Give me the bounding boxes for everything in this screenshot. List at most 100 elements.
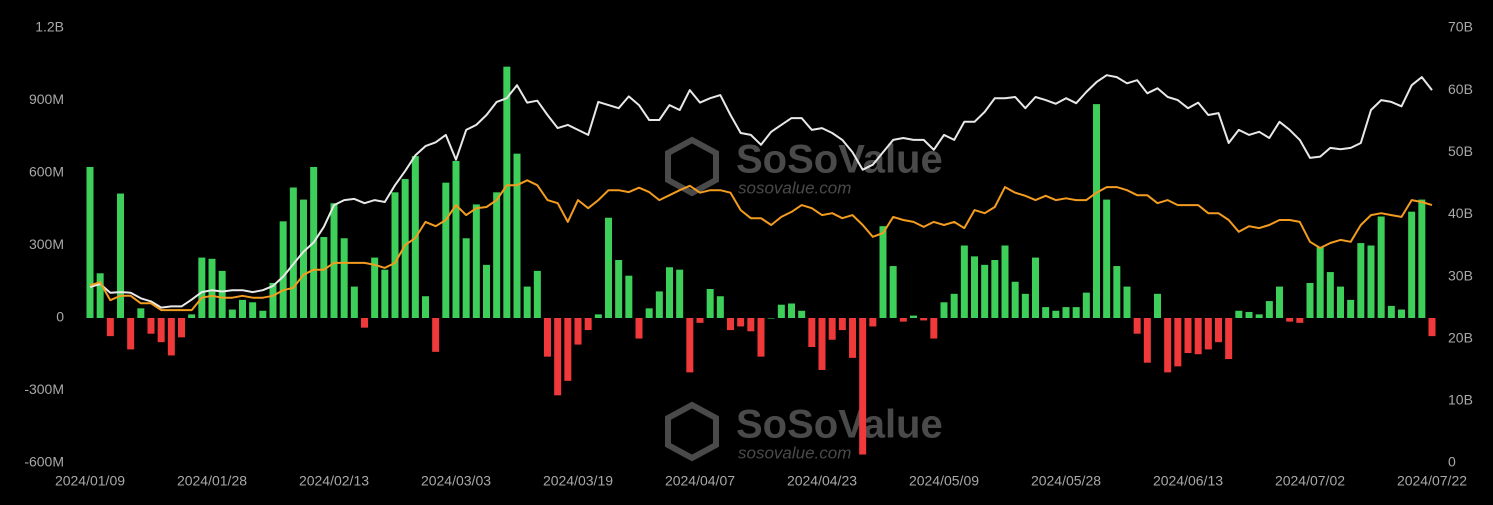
bar	[696, 318, 704, 323]
bar	[1337, 286, 1344, 318]
bar	[117, 193, 124, 318]
bar	[798, 310, 806, 318]
bar	[747, 318, 755, 332]
bar	[788, 303, 795, 318]
x-tick-label: 2024/03/03	[421, 473, 491, 489]
bar	[106, 318, 114, 337]
bar	[1174, 318, 1182, 367]
bar	[401, 179, 409, 318]
bar	[320, 237, 328, 318]
watermark: SoSoValue sosovalue.com SoSoValue sosova…	[665, 136, 943, 462]
watermark-brand: SoSoValue	[736, 403, 943, 447]
bar	[645, 308, 653, 318]
y2-tick-label: 10B	[1448, 392, 1473, 408]
bar	[228, 309, 236, 318]
bar	[503, 66, 511, 319]
bar	[157, 318, 165, 343]
bar	[1215, 318, 1222, 343]
y2-tick-label: 0	[1448, 454, 1456, 470]
y-tick-label: 300M	[29, 236, 64, 252]
bar	[981, 264, 989, 318]
bar	[178, 318, 185, 338]
bar	[330, 203, 338, 318]
bar	[1113, 266, 1121, 318]
bar	[1164, 318, 1172, 373]
bar	[1052, 310, 1060, 318]
bar	[269, 282, 277, 318]
bar	[289, 187, 297, 318]
y-tick-label: 0	[56, 309, 64, 325]
bar	[147, 318, 155, 334]
y-tick-label: -600M	[24, 454, 64, 470]
bar	[1316, 246, 1324, 318]
bar	[300, 199, 307, 318]
bar	[1286, 318, 1294, 322]
bar	[625, 275, 633, 318]
bar	[1011, 281, 1019, 318]
y2-tick-label: 40B	[1448, 205, 1473, 221]
y-tick-label: 900M	[29, 91, 64, 107]
bar	[1082, 292, 1090, 318]
bar	[1357, 243, 1365, 318]
bar	[544, 318, 551, 357]
bar	[523, 286, 531, 318]
bar	[1367, 245, 1375, 318]
watermark-site: sosovalue.com	[738, 178, 851, 197]
line	[89, 179, 1433, 312]
bar	[666, 267, 673, 318]
bar	[259, 310, 267, 318]
bar	[1143, 318, 1151, 363]
bar	[1387, 305, 1395, 318]
bar	[462, 238, 470, 318]
bar	[239, 299, 246, 318]
bar	[1204, 318, 1212, 350]
y-tick-label: 600M	[29, 164, 64, 180]
bar	[361, 318, 368, 328]
bar	[188, 314, 196, 318]
bar	[615, 260, 623, 318]
bar	[208, 258, 216, 318]
x-tick-label: 2024/04/07	[665, 473, 735, 489]
bar	[686, 318, 694, 373]
watermark-brand: SoSoValue	[736, 138, 943, 182]
x-tick-label: 2024/04/23	[787, 473, 857, 489]
bar	[350, 286, 358, 318]
bar	[940, 302, 948, 318]
y2-tick-label: 50B	[1448, 143, 1473, 159]
bar	[838, 318, 846, 331]
y-tick-label: -300M	[24, 381, 64, 397]
bar	[533, 270, 541, 318]
bar	[777, 304, 785, 318]
bar	[1103, 199, 1111, 318]
x-tick-label: 2024/03/19	[543, 473, 613, 489]
y2-tick-label: 60B	[1448, 81, 1473, 97]
bar	[899, 318, 907, 322]
bar	[422, 296, 429, 318]
bar	[971, 256, 978, 318]
bar	[96, 273, 104, 318]
bar	[1306, 282, 1314, 318]
x-tick-label: 2024/01/09	[55, 473, 125, 489]
bar	[472, 204, 480, 318]
bar	[960, 245, 968, 318]
bar	[889, 266, 897, 318]
bar	[1225, 318, 1233, 360]
bar	[594, 314, 602, 318]
bar	[1296, 318, 1304, 323]
bar	[442, 182, 450, 318]
bar	[1408, 211, 1416, 318]
bar	[1123, 286, 1131, 318]
bar	[584, 318, 592, 331]
bar	[574, 318, 582, 345]
bar	[1418, 199, 1426, 318]
line	[89, 74, 1433, 309]
bar	[1326, 272, 1334, 318]
bar	[859, 318, 867, 455]
x-tick-label: 2024/05/28	[1031, 473, 1101, 489]
bar	[1042, 307, 1050, 318]
bar	[1021, 293, 1029, 318]
bar	[655, 291, 663, 318]
bar	[1154, 293, 1161, 318]
bar	[828, 318, 836, 340]
